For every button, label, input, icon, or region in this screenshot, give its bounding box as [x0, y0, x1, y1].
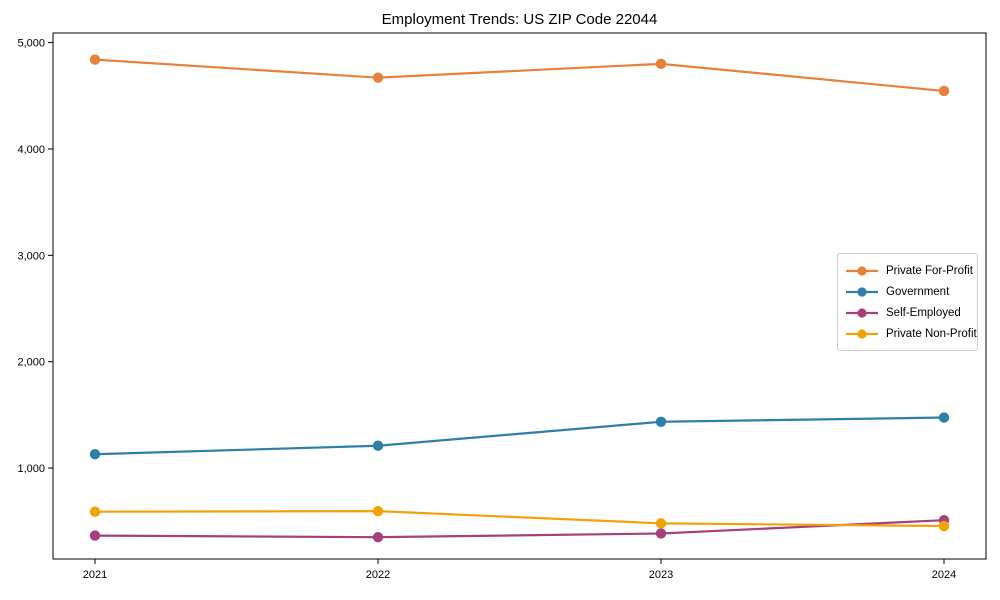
legend-dot: [857, 328, 867, 339]
x-tick-label: 2021: [83, 569, 107, 581]
legend-dot: [857, 265, 867, 276]
data-point-government-2021: [89, 449, 101, 460]
data-point-government-2023: [655, 416, 667, 427]
legend-label: Government: [886, 285, 950, 298]
chart-title: Employment Trends: US ZIP Code 22044: [381, 11, 658, 28]
legend-dot: [857, 286, 867, 297]
series-line-government: [94, 416, 945, 456]
series-line-private-non-profit: [94, 510, 945, 528]
data-point-private-for-profit-2022: [372, 72, 384, 83]
legend-marker-icon: [846, 265, 878, 276]
data-point-private-non-profit-2023: [655, 518, 667, 529]
data-point-government-2024: [938, 412, 950, 423]
legend-label: Self-Employed: [886, 306, 961, 319]
legend-item-self-employed: Self-Employed: [845, 302, 967, 323]
data-point-private-for-profit-2021: [89, 54, 101, 65]
data-point-private-non-profit-2022: [372, 505, 384, 517]
legend-label: Private Non-Profit: [886, 327, 977, 340]
data-point-private-non-profit-2024: [938, 520, 950, 532]
series-line-private-for-profit: [94, 58, 945, 93]
x-tick-label: 2024: [932, 569, 956, 581]
legend-marker-icon: [846, 286, 878, 297]
plot-border: [52, 32, 987, 560]
data-point-government-2022: [372, 440, 384, 451]
data-point-self-employed-2022: [372, 531, 384, 543]
legend-item-government: Government: [845, 281, 967, 302]
legend-marker-icon: [846, 328, 878, 339]
y-tick-label: 4,000: [17, 144, 45, 156]
legend: Private For-Profit Government Self-Employe…: [837, 253, 978, 351]
x-tick-label: 2022: [366, 569, 390, 581]
legend-dot: [857, 307, 867, 318]
data-point-private-non-profit-2021: [89, 506, 101, 517]
y-tick-label: 3,000: [17, 250, 45, 262]
y-tick-label: 1,000: [17, 463, 45, 475]
legend-item-private-non-profit: Private Non-Profit: [845, 323, 977, 344]
legend-label: Private For-Profit: [886, 264, 973, 277]
data-point-private-for-profit-2024: [938, 85, 950, 97]
y-tick-label: 5,000: [17, 38, 45, 50]
y-tick-label: 2,000: [17, 357, 45, 369]
series-line-self-employed: [94, 519, 945, 539]
x-tick-label: 2023: [649, 569, 673, 581]
data-point-private-for-profit-2023: [655, 58, 667, 70]
data-point-self-employed-2023: [655, 528, 667, 539]
data-point-self-employed-2021: [89, 530, 101, 541]
legend-item-private-for-profit: Private For-Profit: [845, 260, 973, 281]
legend-marker-icon: [846, 307, 878, 318]
